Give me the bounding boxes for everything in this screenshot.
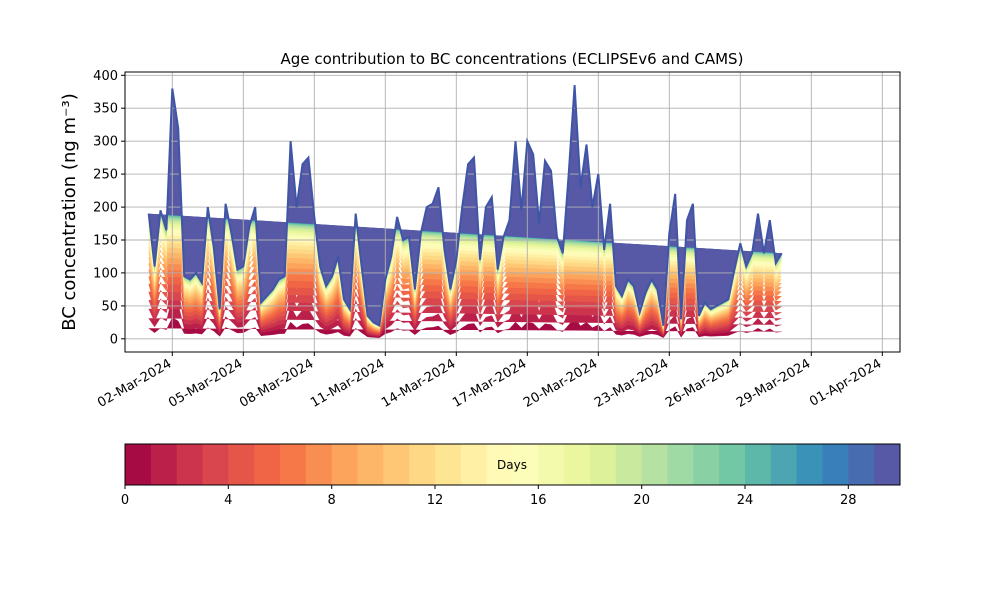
grid-lines	[125, 72, 900, 352]
colorbar-cell-26	[796, 444, 823, 485]
y-tick-label: 0	[110, 332, 118, 347]
colorbar-cells	[125, 444, 901, 485]
colorbar-cell-10	[383, 444, 410, 485]
colorbar-tick-label: 16	[530, 493, 547, 508]
colorbar-cell-5	[254, 444, 281, 485]
chart-title: Age contribution to BC concentrations (E…	[281, 50, 744, 68]
age-bin-area-0	[148, 317, 782, 338]
colorbar-cell-3	[202, 444, 229, 485]
colorbar-cell-28	[848, 444, 875, 485]
y-tick-label: 200	[93, 201, 118, 216]
colorbar-ticks: 0 4 8 12 16 20 24 28	[121, 485, 857, 508]
colorbar-cell-19	[615, 444, 643, 485]
x-tick-label: 11-Mar-2024	[308, 356, 387, 410]
colorbar-tick-label: 28	[840, 493, 857, 508]
x-axis: 02-Mar-202405-Mar-202408-Mar-202411-Mar-…	[95, 352, 884, 411]
colorbar-cell-16	[538, 444, 565, 485]
y-tick-label: 150	[93, 234, 118, 249]
colorbar-cell-0	[125, 444, 152, 485]
colorbar-cell-11	[409, 444, 436, 485]
colorbar-cell-7	[305, 444, 333, 485]
x-tick-label: 02-Mar-2024	[95, 356, 174, 410]
y-tick-label: 250	[93, 168, 118, 183]
colorbar-cell-1	[150, 444, 178, 485]
colorbar-cell-29	[874, 444, 901, 485]
colorbar-cell-8	[331, 444, 358, 485]
colorbar-cell-25	[770, 444, 798, 485]
x-tick-label: 23-Mar-2024	[592, 356, 671, 410]
colorbar-cell-2	[176, 444, 203, 485]
colorbar-cell-15	[512, 444, 539, 485]
colorbar-cell-20	[641, 444, 668, 485]
colorbar-tick-label: 12	[427, 493, 444, 508]
colorbar-cell-9	[357, 444, 384, 485]
colorbar-cell-17	[564, 444, 591, 485]
x-tick-label: 29-Mar-2024	[734, 356, 813, 410]
colorbar-cell-14	[486, 444, 513, 485]
x-tick-label: 01-Apr-2024	[807, 356, 884, 409]
colorbar-tick-label: 8	[328, 493, 336, 508]
colorbar-cell-22	[693, 444, 720, 485]
age-bin-areas	[148, 85, 782, 338]
colorbar-cell-21	[667, 444, 694, 485]
y-axis: 0 50 100 150 200 250 300 350 400	[93, 69, 125, 347]
x-tick-label: 14-Mar-2024	[379, 356, 458, 410]
y-tick-label: 350	[93, 102, 118, 117]
colorbar-cell-27	[822, 444, 849, 485]
total-concentration-line	[147, 85, 783, 328]
x-tick-label: 05-Mar-2024	[166, 356, 245, 410]
y-axis-label: BC concentration (ng m⁻³)	[59, 93, 80, 331]
y-tick-label: 400	[93, 69, 118, 84]
colorbar-cell-12	[435, 444, 462, 485]
colorbar-cell-24	[745, 444, 772, 485]
colorbar-cell-18	[590, 444, 617, 485]
colorbar-tick-label: 4	[224, 493, 232, 508]
colorbar-cell-23	[719, 444, 746, 485]
colorbar-cell-4	[228, 444, 255, 485]
colorbar-cell-13	[460, 444, 488, 485]
x-tick-label: 08-Mar-2024	[237, 356, 316, 410]
x-tick-label: 20-Mar-2024	[521, 356, 600, 410]
plot-area: 0 50 100 150 200 250 300 350 400 02-Mar-202405-M…	[93, 69, 901, 411]
x-tick-label: 17-Mar-2024	[450, 356, 529, 410]
y-tick-label: 100	[93, 266, 118, 281]
colorbar-label: Days	[497, 458, 527, 472]
x-tick-label: 26-Mar-2024	[663, 356, 742, 410]
colorbar-tick-label: 0	[121, 493, 129, 508]
colorbar-cell-6	[280, 444, 307, 485]
colorbar-tick-label: 20	[633, 493, 650, 508]
colorbar-tick-label: 24	[737, 493, 754, 508]
colorbar: Days 0 4 8 12 16 20 24 28	[121, 443, 901, 508]
y-tick-label: 50	[101, 299, 118, 314]
plot-frame	[124, 71, 901, 353]
colorbar-frame	[124, 443, 901, 486]
y-tick-label: 300	[93, 135, 118, 150]
